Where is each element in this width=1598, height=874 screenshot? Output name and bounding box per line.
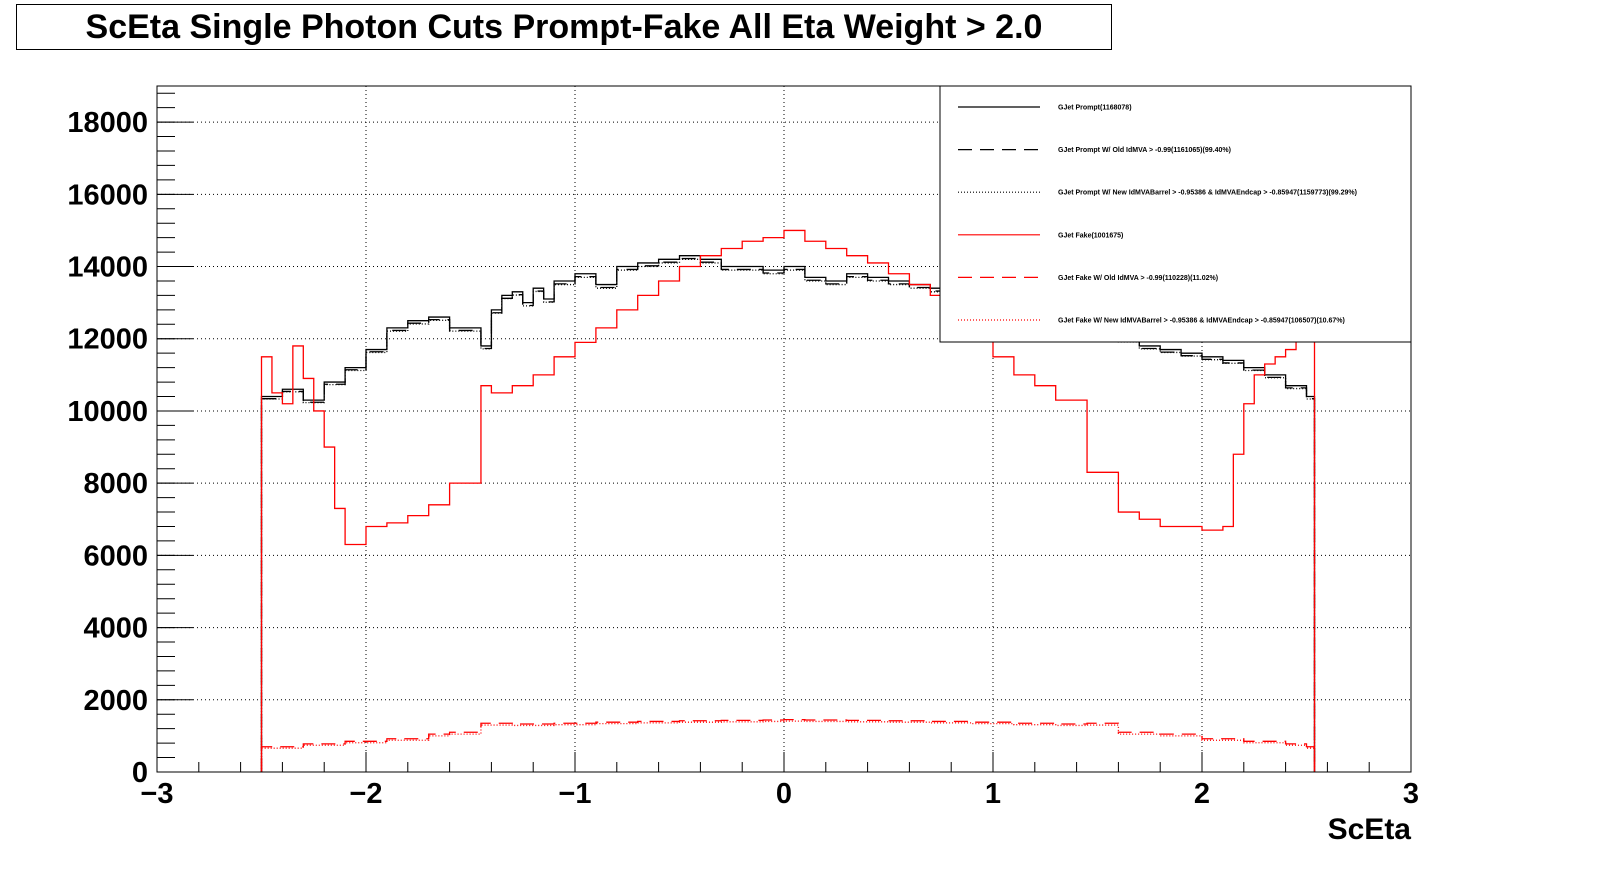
title-box: ScEta Single Photon Cuts Prompt-Fake All…	[16, 4, 1112, 50]
legend-entry: GJet Fake W/ Old IdMVA > -0.99(110228)(1…	[1058, 275, 1218, 282]
y-tick-label: 6000	[83, 540, 148, 572]
y-tick-label: 2000	[83, 685, 148, 717]
series-layer	[260, 229, 1316, 772]
series-line-2	[260, 258, 1316, 772]
y-tick-label: 8000	[83, 468, 148, 500]
y-tick-label: 14000	[67, 252, 148, 284]
y-tick-label: 0	[132, 757, 148, 789]
x-axis-label: ScEta	[1328, 813, 1412, 846]
legend-entry: GJet Fake(1001675)	[1058, 232, 1123, 239]
chart-title: ScEta Single Photon Cuts Prompt-Fake All…	[85, 7, 1043, 46]
series-line-4	[260, 718, 1316, 772]
x-tick-label: 1	[985, 778, 1001, 810]
series-line-0	[260, 255, 1316, 772]
x-tick-label: −2	[349, 778, 382, 810]
series-line-5	[260, 720, 1316, 772]
y-tick-label: 4000	[83, 613, 148, 645]
legend-entry: GJet Prompt W/ Old IdMVA > -0.99(1161065…	[1058, 147, 1231, 154]
legend: GJet Prompt(1168078) GJet Prompt W/ Old I…	[939, 85, 1412, 343]
x-tick-label: 2	[1194, 778, 1210, 810]
legend-entry: GJet Fake W/ New IdMVABarrel > -0.95386 …	[1058, 318, 1345, 325]
y-tick-label: 10000	[67, 396, 148, 428]
x-tick-label: −3	[140, 778, 173, 810]
y-tick-label: 16000	[67, 179, 148, 211]
x-tick-label: 3	[1403, 778, 1419, 810]
legend-box	[939, 85, 1412, 343]
label-layer: −3 −2 −1 0 1 2 3 0 2000 4000 6000 8000 10000 12000 140…	[67, 107, 1419, 810]
legend-entry: GJet Prompt(1168078)	[1058, 105, 1132, 112]
y-tick-label: 12000	[67, 324, 148, 356]
legend-entry: GJet Prompt W/ New IdMVABarrel > -0.9538…	[1058, 190, 1357, 197]
tick-layer	[156, 92, 1412, 773]
series-line-3	[260, 229, 1316, 772]
y-tick-label: 18000	[67, 107, 148, 139]
x-tick-label: −1	[558, 778, 591, 810]
x-tick-label: 0	[776, 778, 792, 810]
